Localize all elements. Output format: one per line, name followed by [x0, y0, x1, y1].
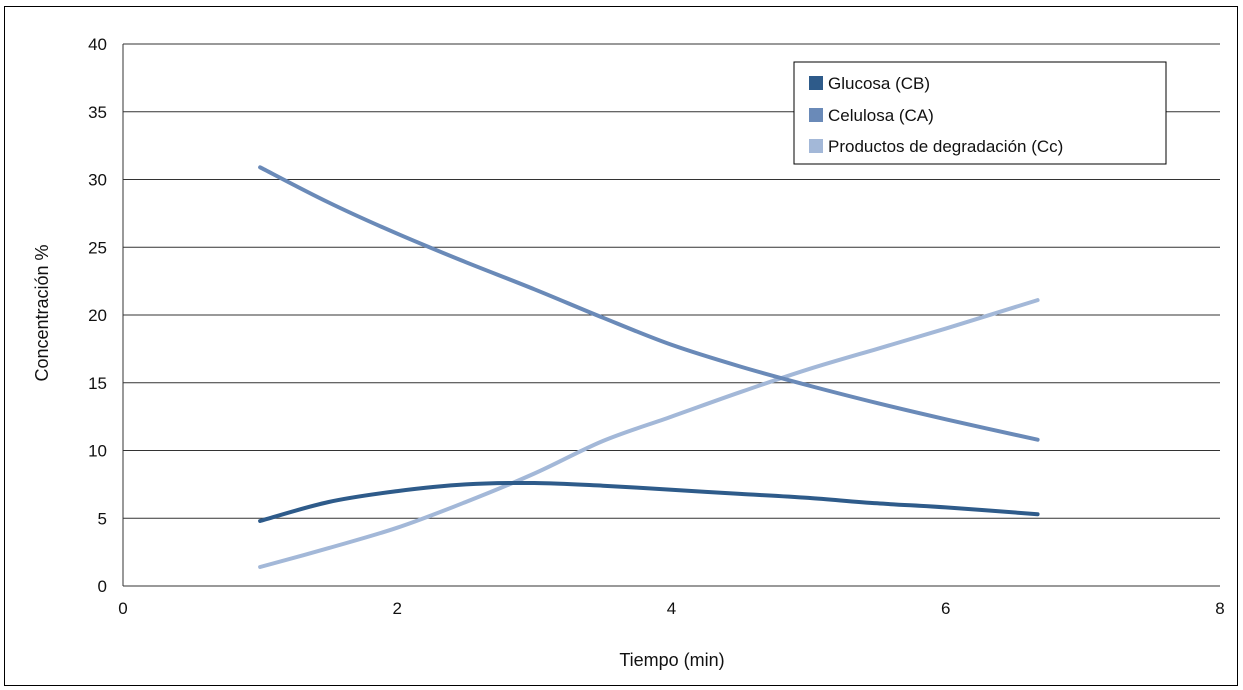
axes [122, 44, 1220, 587]
x-axis-title: Tiempo (min) [619, 650, 724, 670]
legend-label-productos: Productos de degradación (Cc) [828, 137, 1063, 156]
y-tick-label: 25 [88, 238, 107, 257]
x-tick-label: 8 [1215, 599, 1224, 618]
y-tick-label: 0 [98, 577, 107, 596]
y-tick-label: 20 [88, 306, 107, 325]
x-tick-label: 2 [393, 599, 402, 618]
legend-box [793, 61, 1167, 165]
legend-swatch-productos [809, 139, 823, 153]
legend-swatch-celulosa [809, 108, 823, 122]
legend-swatch-glucosa [809, 76, 823, 90]
y-tick-label: 30 [88, 171, 107, 190]
y-tick-label: 5 [98, 509, 107, 528]
series-line-glucosa [258, 480, 1040, 523]
y-tick-label: 35 [88, 103, 107, 122]
y-tick-label: 10 [88, 442, 107, 461]
legend: Glucosa (CB) Celulosa (CA) Productos de … [793, 61, 1167, 165]
y-tick-label: 40 [88, 35, 107, 54]
x-tick-label: 0 [118, 599, 127, 618]
legend-label-glucosa: Glucosa (CB) [828, 74, 930, 93]
legend-label-celulosa: Celulosa (CA) [828, 106, 934, 125]
series-line-productos [258, 298, 1040, 569]
x-tick-label: 6 [941, 599, 950, 618]
x-tick-labels: 0 2 4 6 8 [118, 599, 1224, 618]
y-axis-title: Concentración % [32, 244, 52, 381]
y-tick-labels: 0 5 10 15 20 25 30 35 40 [88, 35, 107, 596]
y-tick-label: 15 [88, 374, 107, 393]
series-lines [258, 165, 1040, 569]
x-tick-label: 4 [667, 599, 676, 618]
series-line-celulosa [258, 165, 1040, 442]
